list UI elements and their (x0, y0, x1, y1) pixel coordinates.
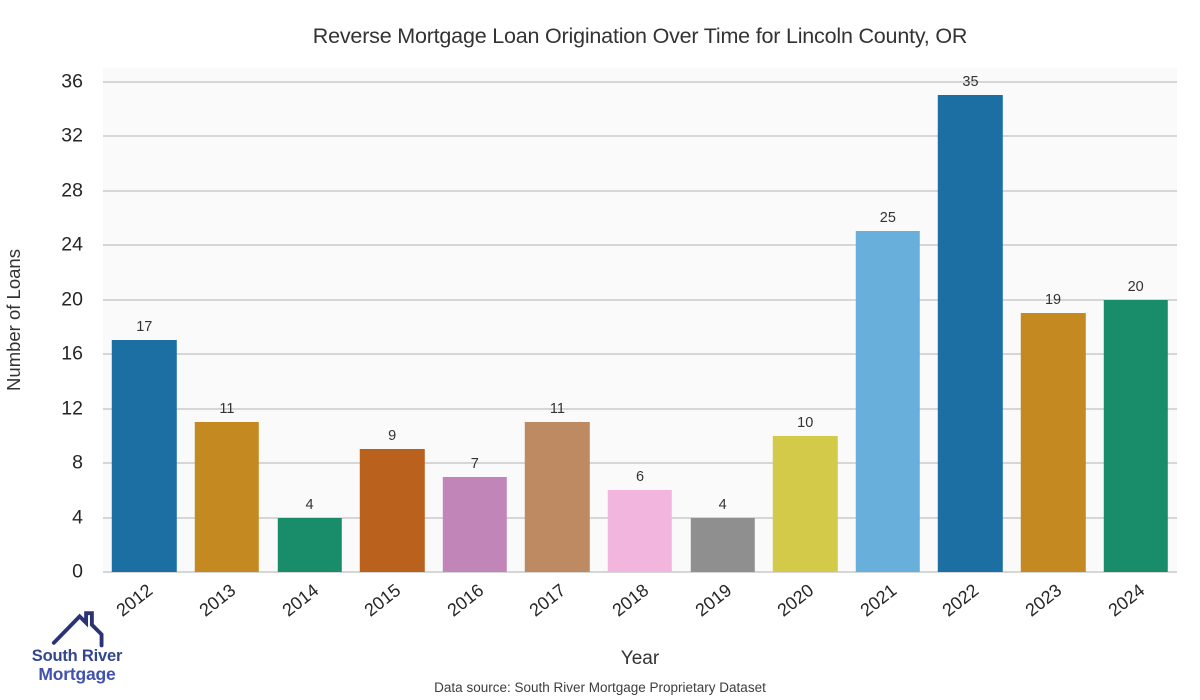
y-tick-label: 24 (61, 233, 83, 256)
y-tick-label: 16 (61, 342, 83, 365)
x-tick-label-2013: 2013 (195, 580, 240, 621)
x-tick-label-2022: 2022 (938, 580, 983, 621)
x-tick-label-2018: 2018 (608, 580, 653, 621)
bar-value-label: 7 (470, 455, 479, 472)
bar-value-label: 11 (219, 401, 235, 418)
x-axis-title: Year (620, 648, 660, 669)
x-tick-label-2019: 2019 (691, 580, 735, 621)
south-river-mortgage-logo: South River Mortgage (16, 608, 138, 685)
bar-value-label: 35 (962, 74, 979, 91)
bar-value-label: 6 (635, 469, 645, 486)
bar-2012: 17 (112, 319, 177, 572)
y-tick-label: 8 (72, 451, 83, 474)
gridline (103, 571, 1177, 573)
gridline (103, 80, 1177, 83)
bar-2022: 35 (938, 74, 1003, 572)
bar-value-label: 11 (549, 401, 565, 418)
bars-container: 17 11 4 9 7 11 6 4 10 25 35 19 20 (103, 68, 1177, 572)
plot-area: 17 11 4 9 7 11 6 4 10 25 35 19 20 (103, 68, 1177, 573)
y-tick-label: 32 (61, 124, 83, 147)
logo-text-line1: South River (31, 647, 123, 665)
x-tick-label-2023: 2023 (1021, 580, 1066, 621)
bar-2023: 19 (1020, 292, 1086, 572)
bar-value-label: 19 (1044, 292, 1062, 309)
bar-2019: 4 (690, 497, 755, 572)
gridline (103, 298, 1177, 301)
gridline (103, 135, 1177, 138)
bar-2021: 25 (855, 210, 921, 572)
bar-value-label: 17 (136, 319, 153, 336)
gridline (103, 407, 1177, 410)
logo-text-line2: Mortgage (38, 664, 116, 685)
x-tick-label-2016: 2016 (443, 580, 488, 621)
data-source-note: Data source: South River Mortgage Propri… (434, 680, 766, 695)
bar-2015: 9 (359, 428, 425, 572)
bar-value-label: 4 (718, 496, 727, 513)
x-tick-label-2014: 2014 (277, 580, 322, 621)
x-tick-label-2015: 2015 (360, 580, 405, 621)
bar-value-label: 25 (879, 210, 896, 227)
x-axis-tick-labels: 2012 2013 2014 2015 2016 2017 2018 2019 2020 2021… (103, 576, 1177, 638)
y-tick-label: 20 (61, 288, 83, 311)
chart-title: Reverse Mortgage Loan Origination Over T… (312, 24, 968, 48)
gridline (103, 353, 1177, 356)
x-tick-label-2020: 2020 (773, 580, 818, 621)
bar-value-label: 4 (305, 496, 314, 513)
y-tick-label: 28 (61, 179, 83, 202)
bar-2024: 20 (1103, 279, 1168, 572)
gridline (103, 189, 1177, 192)
y-tick-label: 12 (61, 397, 83, 420)
bar-2020: 10 (773, 415, 838, 572)
bar-2017: 11 (525, 401, 590, 572)
gridline (103, 244, 1177, 247)
bar-2014: 4 (277, 497, 342, 572)
bar-2018: 6 (607, 469, 673, 572)
house-roof-icon (51, 611, 104, 648)
x-tick-label-2012: 2012 (112, 580, 157, 621)
bar-2013: 11 (194, 401, 260, 572)
bar-value-label: 20 (1127, 278, 1144, 295)
y-tick-label: 4 (72, 506, 83, 528)
x-tick-label-2021: 2021 (856, 580, 901, 621)
y-axis-tick-labels: 0 4 8 12 16 20 24 28 32 36 (0, 68, 93, 582)
gridline (103, 462, 1177, 465)
bar-2016: 7 (442, 456, 507, 572)
x-tick-label-2017: 2017 (525, 580, 570, 621)
x-tick-label-2024: 2024 (1104, 580, 1149, 621)
y-tick-label: 36 (61, 70, 83, 93)
bar-value-label: 10 (797, 414, 814, 431)
y-tick-label: 0 (72, 560, 83, 583)
bar-value-label: 9 (388, 428, 397, 445)
